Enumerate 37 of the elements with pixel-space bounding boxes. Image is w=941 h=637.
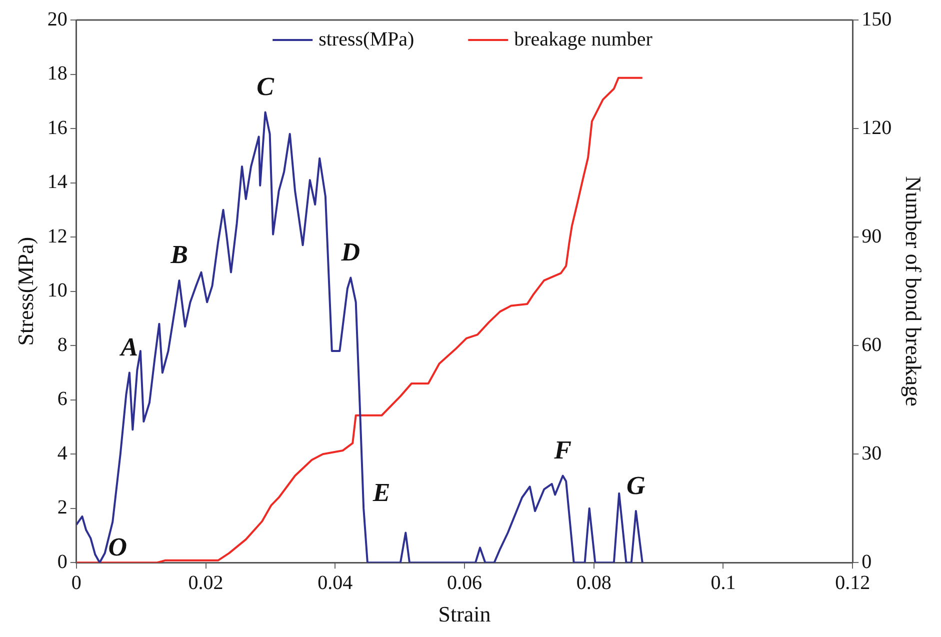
x-axis-title: Strain [438, 602, 491, 627]
annotation: A [118, 332, 138, 362]
y-tick-label: 14 [47, 171, 68, 194]
y-tick-label: 18 [47, 62, 68, 85]
y2-tick-label: 120 [862, 116, 892, 139]
annotation: E [372, 478, 390, 508]
annotation: B [170, 240, 188, 270]
y-tick-label: 20 [47, 8, 68, 30]
y-tick-label: 4 [57, 442, 68, 464]
y2-tick-label: 0 [862, 550, 872, 573]
x-tick-label: 0.06 [447, 572, 482, 594]
y-tick-label: 10 [47, 280, 68, 302]
y-tick-label: 6 [57, 388, 68, 410]
x-tick-label: 0.1 [710, 572, 736, 594]
legend-label: breakage number [514, 28, 653, 50]
y-tick-label: 2 [57, 496, 68, 519]
annotation: G [626, 470, 646, 500]
x-tick-label: 0.12 [835, 572, 870, 594]
y-tick-label: 8 [57, 334, 68, 356]
y-tick-label: 12 [47, 225, 68, 248]
legend-label: stress(MPa) [318, 28, 414, 50]
x-tick-label: 0.04 [318, 572, 353, 594]
x-tick-label: 0.02 [188, 572, 224, 594]
y2-tick-label: 90 [862, 225, 882, 248]
y2-tick-label: 150 [862, 8, 892, 30]
x-tick-label: 0.08 [576, 572, 612, 594]
annotation: D [340, 237, 360, 266]
y-tick-label: 0 [57, 550, 68, 573]
y-tick-label: 16 [47, 116, 68, 139]
annotation: F [553, 436, 572, 465]
annotation: C [256, 72, 275, 101]
y-axis-title: Stress(MPa) [12, 236, 38, 346]
x-tick-label: 0 [71, 572, 82, 594]
y2-tick-label: 30 [862, 442, 882, 464]
y2-axis-title: Number of bond breakage [901, 176, 926, 406]
annotation: O [108, 532, 128, 562]
y2-tick-label: 60 [862, 334, 882, 356]
